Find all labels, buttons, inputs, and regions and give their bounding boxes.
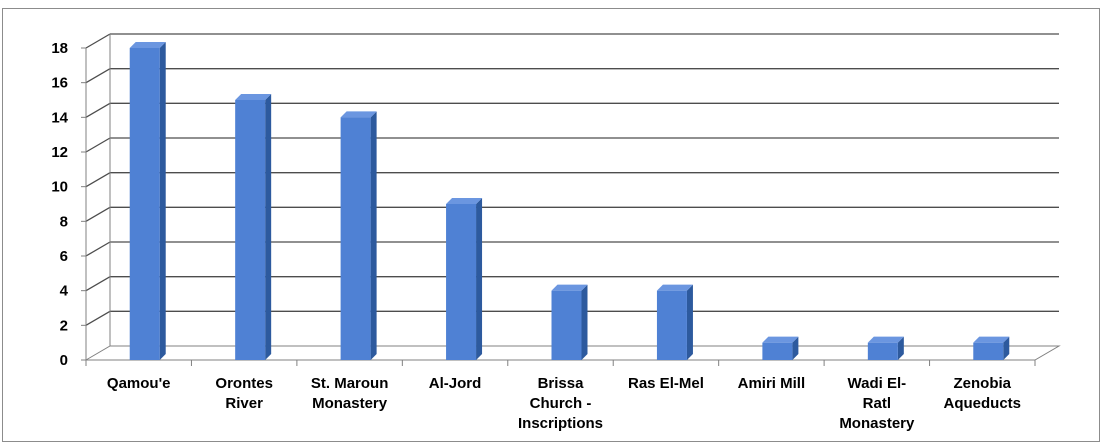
bar-side: [159, 42, 166, 360]
gridline-depth: [85, 172, 111, 188]
bar-side: [686, 284, 693, 360]
y-tick-label: 12: [51, 144, 68, 161]
x-tick-label-line: Amiri Mill: [738, 375, 806, 392]
bar-top: [867, 336, 904, 343]
y-tick-label: 6: [60, 248, 68, 265]
bar-top: [973, 336, 1010, 343]
x-tick-label-line: River: [225, 395, 263, 412]
bar: [129, 48, 160, 360]
x-tick-label-line: Monastery: [312, 395, 388, 412]
bar-side: [370, 111, 377, 360]
gridline-depth: [85, 241, 111, 257]
x-tick-label: Amiri Mill: [738, 375, 806, 392]
bar-side: [581, 284, 588, 360]
x-tick-label-line: Ratl: [863, 395, 891, 412]
gridline-depth: [85, 137, 111, 153]
bar: [867, 342, 898, 360]
bar-side: [476, 198, 483, 360]
x-tick-label: Al-Jord: [429, 375, 482, 392]
y-tick-label: 10: [51, 179, 68, 196]
x-tick-label-line: Orontes: [215, 375, 273, 392]
bar: [235, 100, 266, 360]
bar: [340, 117, 371, 360]
bar-top: [129, 42, 166, 48]
bar: [973, 342, 1004, 360]
bar-side: [265, 94, 272, 360]
bar-side: [1003, 336, 1010, 360]
x-tick-label-line: St. Maroun: [311, 375, 389, 392]
bar-top: [656, 284, 693, 291]
y-tick-label: 18: [51, 40, 68, 57]
x-tick-label: St. Maroun Monastery: [311, 375, 389, 412]
gridline-depth: [85, 276, 111, 292]
bar-top: [446, 198, 483, 204]
bar: [656, 290, 687, 360]
x-tick-label: Wadi El- Ratl Monastery: [839, 375, 915, 432]
gridline-depth: [85, 68, 111, 84]
bar-top: [340, 111, 377, 118]
x-tick-label: Ras El-Mel: [628, 375, 704, 392]
x-tick-label-line: Ras El-Mel: [628, 375, 704, 392]
bar-top: [235, 94, 272, 100]
gridline-depth: [85, 102, 111, 118]
gridline-depth: [85, 310, 111, 326]
bar: [551, 290, 582, 360]
y-tick-label: 14: [51, 109, 68, 126]
x-tick-label-line: Inscriptions: [518, 415, 603, 432]
bar-side: [897, 336, 904, 360]
x-tick-label: Qamou'e: [107, 375, 171, 392]
y-tick-label: 4: [60, 283, 69, 300]
y-tick-label: 2: [60, 317, 68, 334]
bar: [762, 342, 793, 360]
x-tick-label-line: Zenobia: [954, 375, 1012, 392]
x-tick-label: Brissa Church - Inscriptions: [518, 375, 603, 432]
x-tick-label: Zenobia Aqueducts: [944, 375, 1022, 412]
y-tick-label: 16: [51, 75, 68, 92]
bar-top: [551, 284, 588, 291]
gridline-depth: [85, 33, 111, 49]
x-tick-label-line: Brissa: [538, 375, 585, 392]
x-tick-label-line: Monastery: [839, 415, 915, 432]
y-tick-label: 8: [60, 213, 68, 230]
bar-top: [762, 336, 799, 343]
x-tick-label-line: Al-Jord: [429, 375, 482, 392]
gridline-depth: [85, 206, 111, 222]
x-tick-label-line: Aqueducts: [944, 395, 1022, 412]
chart-frame: [2, 8, 1100, 442]
x-tick-label-line: Wadi El-: [848, 375, 907, 392]
x-tick-label-line: Qamou'e: [107, 375, 171, 392]
bar: [446, 204, 477, 360]
y-tick-label: 0: [60, 352, 68, 369]
bar-side: [792, 336, 799, 360]
x-tick-label-line: Church -: [530, 395, 592, 412]
x-tick-label: Orontes River: [215, 375, 273, 412]
